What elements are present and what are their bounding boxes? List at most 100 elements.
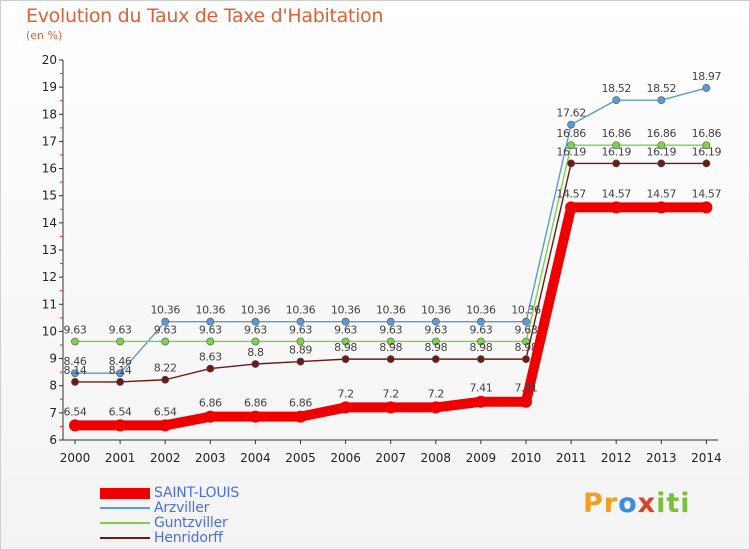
data-point [386,317,395,326]
y-tick-label: 16 [42,162,57,176]
legend-item: Henridorff [100,531,239,546]
data-point [116,337,124,346]
x-tick-label: 2007 [375,451,406,465]
legend-swatch-arzviller [100,507,150,509]
data-point [476,337,485,346]
data-point [206,337,215,346]
data-point [204,410,217,423]
data-label: 8.98 [424,341,447,354]
data-label: 14.57 [647,187,677,200]
data-label: 10.36 [196,304,226,317]
data-label: 9.63 [379,323,402,336]
data-label: 9.63 [424,323,447,336]
legend-swatch-guntzviller [100,522,150,524]
data-label: 16.19 [556,145,586,158]
data-point [206,364,215,373]
data-label: 10.36 [421,304,451,317]
data-point [476,355,485,364]
y-tick-label: 14 [42,216,57,230]
data-label: 10.36 [331,304,361,317]
y-tick-label: 18 [42,107,57,121]
data-point [71,378,79,386]
data-point [296,357,305,366]
data-label: 6.54 [109,405,132,418]
data-label: 14.57 [556,187,586,200]
data-point [71,369,79,378]
data-label: 7.2 [337,387,353,400]
data-label: 17.62 [556,107,586,120]
data-point [431,317,440,326]
data-label: 8.46 [109,355,132,368]
y-tick-label: 13 [42,243,57,257]
x-tick-label: 2004 [240,451,271,465]
data-point [161,317,170,326]
data-label: 8.22 [154,362,177,375]
data-label: 10.36 [286,304,316,317]
legend-item: Guntzviller [100,516,239,531]
x-tick-label: 2010 [511,451,542,465]
data-point [386,355,395,364]
chart-unit: (en %) [26,29,63,42]
data-point [657,159,666,168]
data-point [612,141,621,150]
data-label: 9.63 [109,323,132,336]
data-label: 8.98 [334,341,357,354]
data-label: 16.86 [692,127,722,140]
data-point [702,159,711,168]
data-label: 6.86 [244,397,267,410]
x-tick-label: 2001 [105,451,136,465]
x-tick-label: 2002 [150,451,181,465]
data-label: 8.98 [379,341,402,354]
data-point [116,369,124,378]
data-label: 10.36 [241,304,271,317]
data-label: 8.89 [289,344,312,357]
y-tick-label: 10 [42,324,57,338]
data-label: 9.63 [199,323,222,336]
y-tick-label: 6 [49,433,57,447]
chart-legend: SAINT-LOUIS Arzviller Guntzviller Henrid… [100,486,239,546]
x-tick-label: 2005 [285,451,316,465]
data-point [567,141,575,150]
y-tick-label: 19 [42,80,57,94]
data-label: 8.46 [64,355,87,368]
data-point [296,317,305,326]
data-point [341,355,350,364]
y-tick-label: 15 [42,189,57,203]
data-label: 8.14 [64,364,87,377]
legend-swatch-henridorff [100,537,150,539]
data-point [339,401,352,414]
data-label: 10.36 [150,304,180,317]
chart-title: Evolution du Taux de Taxe d'Habitation [26,5,384,27]
data-label: 16.86 [647,127,677,140]
data-point [161,337,170,346]
proxiti-logo: Proxiti [583,488,691,519]
data-point [296,337,305,346]
legend-label: Arzviller [154,500,210,516]
data-label: 8.14 [109,364,132,377]
y-tick-label: 7 [49,406,57,420]
data-point [474,395,487,408]
x-tick-label: 2006 [330,451,361,465]
data-point [294,410,307,423]
data-point [161,375,170,384]
data-point [520,395,532,408]
data-point [251,360,260,368]
x-tick-label: 2000 [60,451,91,465]
legend-label: Henridorff [154,530,223,546]
y-tick-label: 9 [49,352,57,366]
data-label: 14.57 [692,187,722,200]
data-label: 16.19 [692,145,722,158]
data-point [655,201,668,214]
data-label: 9.63 [244,323,267,336]
data-label: 18.52 [601,82,631,95]
data-point [341,317,350,326]
y-tick-label: 20 [42,53,57,67]
data-label: 6.86 [289,397,312,410]
x-tick-label: 2008 [421,451,452,465]
data-point [431,355,440,364]
data-label: 9.63 [469,323,492,336]
data-label: 16.19 [647,145,677,158]
legend-item: SAINT-LOUIS [100,486,239,501]
